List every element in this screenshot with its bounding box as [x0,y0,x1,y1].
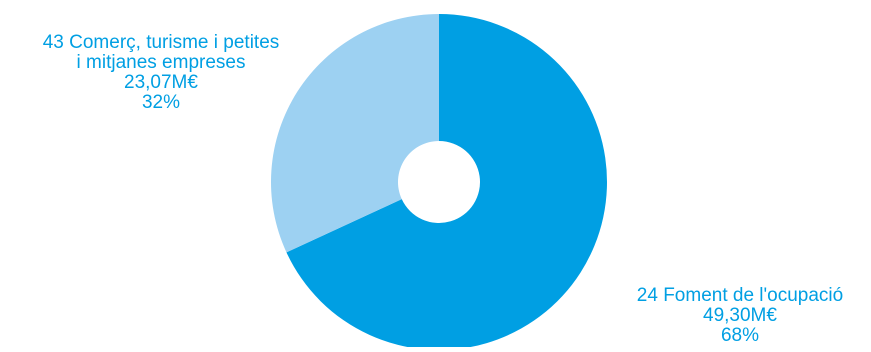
slice-label-amount: 23,07M€ [124,72,198,93]
slice-label-percent: 68% [720,325,760,346]
slice-label-comerc-turisme: 43 Comerç, turisme i petites i mitjanes … [0,33,322,113]
slice-label-percent: 32% [141,92,181,113]
donut-slice-1 [271,14,439,253]
slice-label-amount: 49,30M€ [703,305,777,326]
donut-slice-0 [286,14,607,350]
slices-group [271,14,607,350]
slice-label-name-line: 24 Foment de l'ocupació [636,285,844,306]
slice-label-name-line: i mitjanes empreses [76,52,246,73]
slice-label-name-line: 43 Comerç, turisme i petites [42,32,280,53]
slice-label-foment-ocupacio: 24 Foment de l'ocupació 49,30M€ 68% [600,286,871,346]
